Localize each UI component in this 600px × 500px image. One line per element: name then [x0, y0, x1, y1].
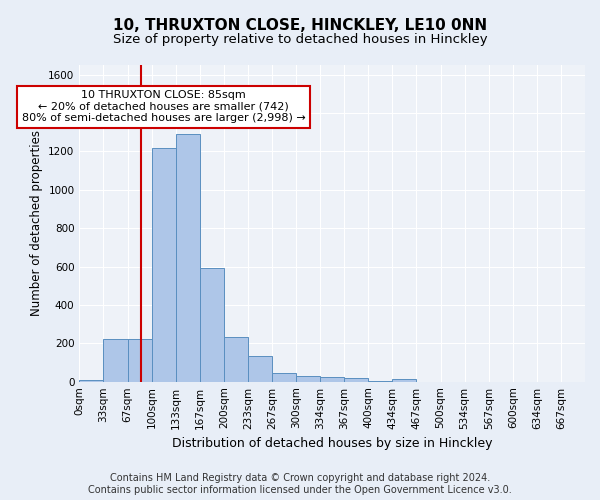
Y-axis label: Number of detached properties: Number of detached properties — [30, 130, 43, 316]
Text: 10 THRUXTON CLOSE: 85sqm
← 20% of detached houses are smaller (742)
80% of semi-: 10 THRUXTON CLOSE: 85sqm ← 20% of detach… — [22, 90, 305, 123]
Bar — [103, 340, 128, 382]
Bar — [248, 356, 272, 382]
Bar — [224, 336, 248, 382]
Text: 10, THRUXTON CLOSE, HINCKLEY, LE10 0NN: 10, THRUXTON CLOSE, HINCKLEY, LE10 0NN — [113, 18, 487, 32]
Bar — [200, 268, 224, 382]
Bar — [272, 373, 296, 382]
Text: Contains HM Land Registry data © Crown copyright and database right 2024.
Contai: Contains HM Land Registry data © Crown c… — [88, 474, 512, 495]
Bar — [176, 134, 200, 382]
Bar — [152, 148, 176, 382]
Bar — [392, 380, 416, 382]
Text: Size of property relative to detached houses in Hinckley: Size of property relative to detached ho… — [113, 32, 487, 46]
Bar — [296, 376, 320, 382]
Bar — [128, 340, 152, 382]
Bar — [368, 380, 392, 382]
Bar — [344, 378, 368, 382]
Bar — [79, 380, 103, 382]
Bar — [320, 377, 344, 382]
X-axis label: Distribution of detached houses by size in Hinckley: Distribution of detached houses by size … — [172, 437, 493, 450]
